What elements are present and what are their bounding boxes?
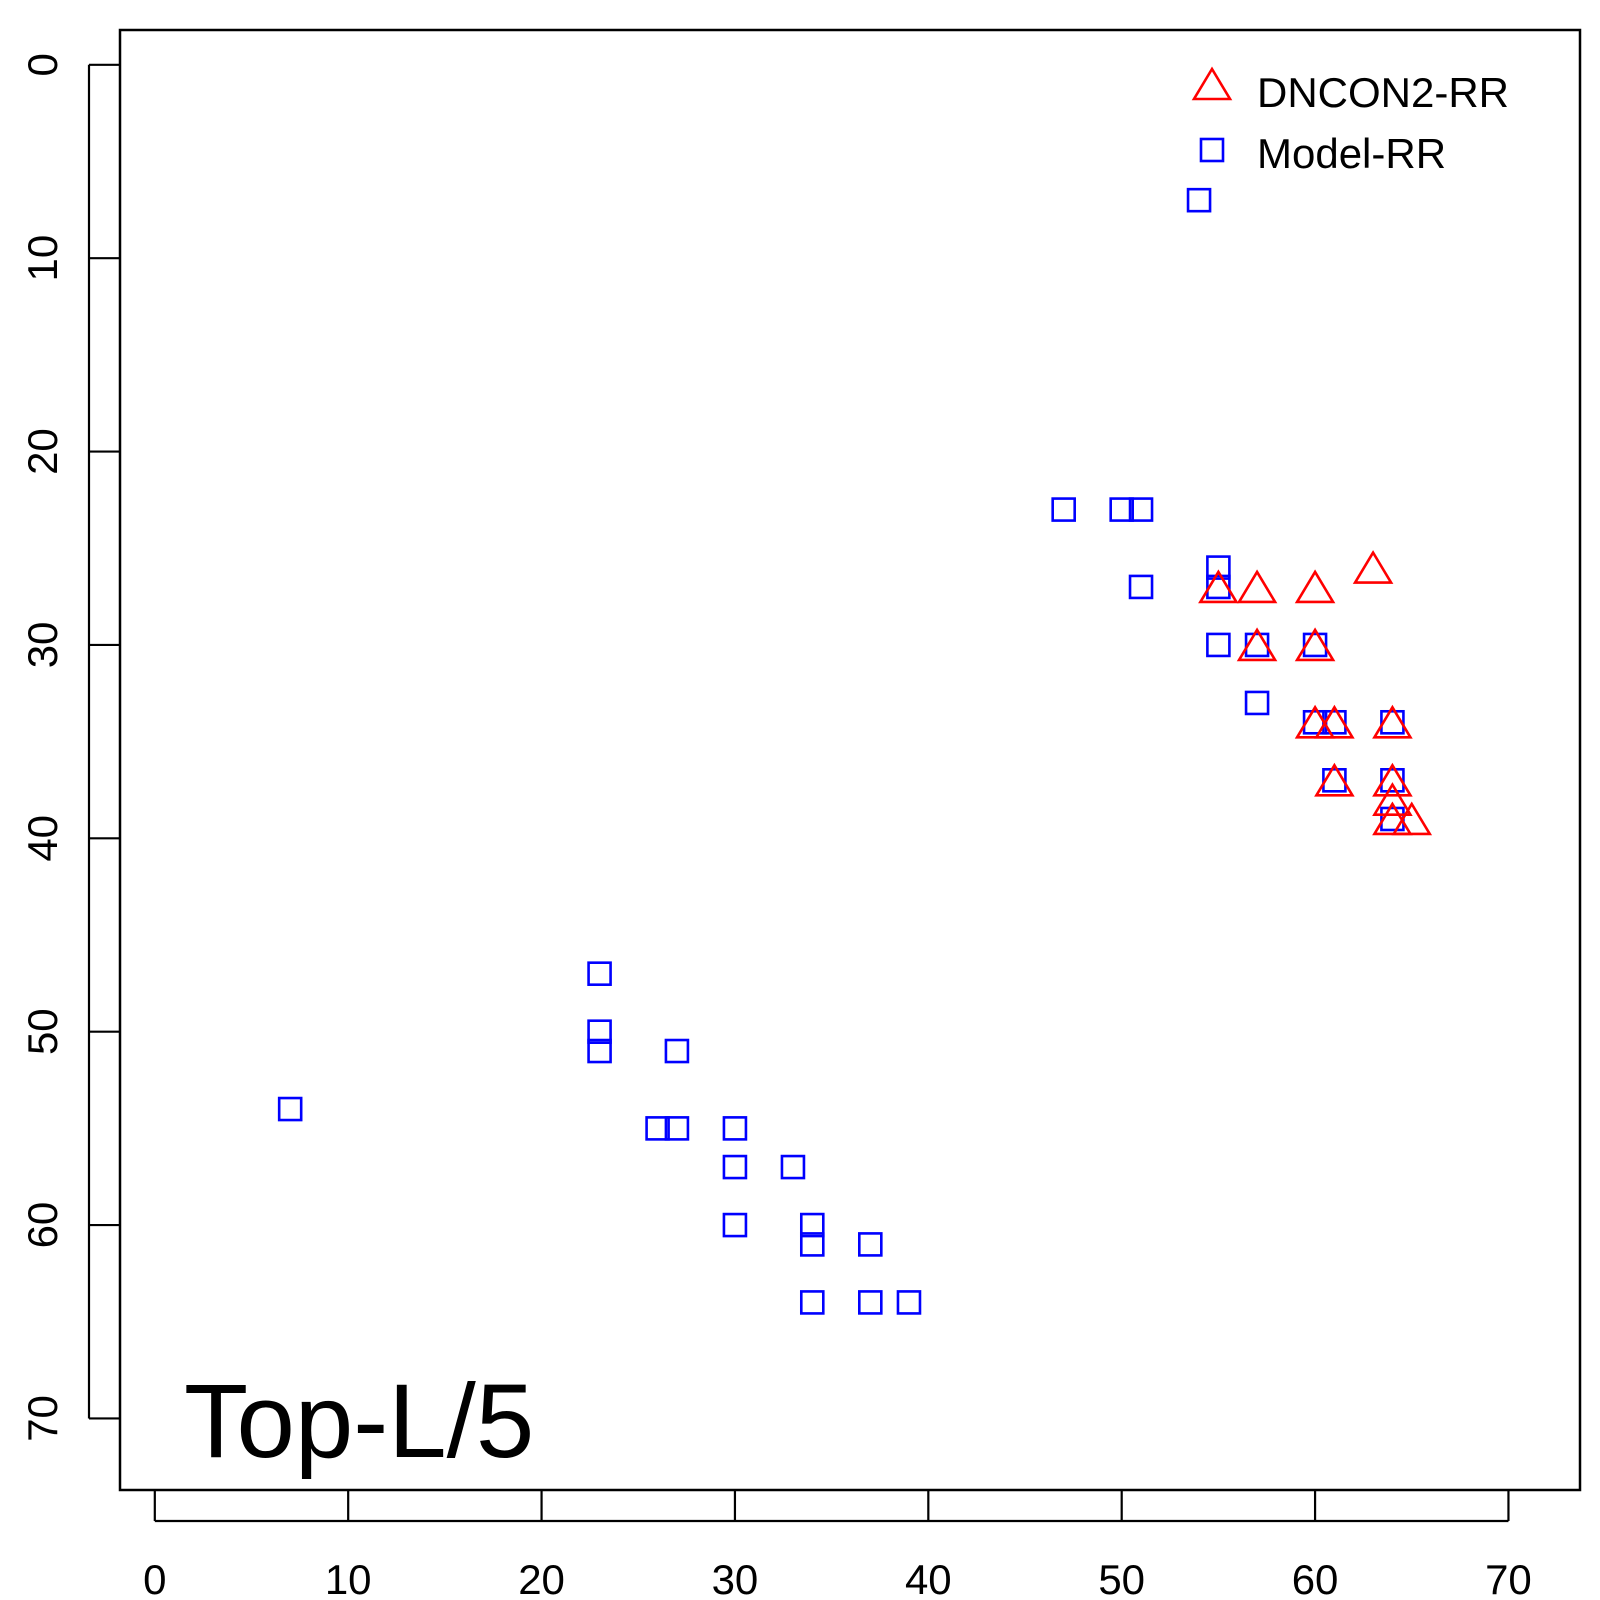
model-rr-point-28 (799, 1212, 825, 1238)
model-rr-point-22 (645, 1116, 670, 1141)
dncon2-rr-point-8 (1372, 704, 1413, 739)
model-rr-point-7 (1206, 632, 1231, 658)
x-tick-label-1: 10 (325, 1556, 372, 1600)
legend-label-model-rr: Model-RR (1257, 130, 1446, 177)
model-rr-point-17 (587, 961, 612, 986)
plot-frame (118, 28, 1582, 1492)
model-rr-point-21 (277, 1096, 303, 1122)
y-tick-label-0: 0 (19, 53, 66, 76)
dncon2-rr-point-3 (1294, 569, 1336, 604)
dncon2-rr-point-11 (1372, 782, 1413, 816)
legend-square-icon (1199, 137, 1225, 163)
data-points (277, 187, 1433, 1315)
dncon2-rr-point-2 (1236, 569, 1278, 604)
model-rr-point-20 (664, 1038, 690, 1064)
dncon2-rr-point-7 (1314, 704, 1355, 739)
model-rr-point-10 (1244, 690, 1270, 716)
dncon2-rr-point-1 (1198, 569, 1239, 604)
model-rr-point-33 (896, 1290, 922, 1315)
legend-label-dncon2-rr: DNCON2-RR (1257, 69, 1509, 116)
model-rr-point-3 (1128, 497, 1154, 522)
model-rr-point-4 (1206, 555, 1231, 580)
x-tick-label-0: 0 (143, 1556, 166, 1600)
y-tick-label-2: 20 (19, 428, 66, 475)
model-rr-point-19 (587, 1038, 612, 1064)
legend-triangle-icon (1191, 66, 1233, 101)
dncon2-rr-point-10 (1372, 762, 1413, 797)
dncon2-rr-point-13 (1391, 801, 1433, 836)
model-rr-point-31 (799, 1290, 825, 1315)
model-rr-point-6 (1128, 574, 1154, 600)
model-rr-point-24 (722, 1116, 748, 1141)
x-tick-label-7: 70 (1485, 1556, 1532, 1600)
x-tick-label-3: 30 (712, 1556, 759, 1600)
dncon2-rr-point-0 (1352, 550, 1394, 584)
legend: DNCON2-RR Model-RR (1191, 66, 1509, 177)
dncon2-rr-point-4 (1236, 627, 1278, 662)
model-rr-point-1 (1051, 497, 1076, 522)
panel-annotation: Top-L/5 (184, 1363, 534, 1480)
model-rr-point-18 (587, 1019, 612, 1044)
dncon2-rr-point-5 (1294, 627, 1336, 662)
model-rr-point-9 (1302, 632, 1328, 658)
model-rr-point-26 (780, 1154, 806, 1180)
model-rr-point-29 (799, 1232, 825, 1257)
x-tick-label-5: 50 (1098, 1556, 1145, 1600)
x-axis: 0 10 20 30 40 50 60 70 (143, 1490, 1532, 1600)
x-tick-label-6: 60 (1292, 1556, 1339, 1600)
model-rr-point-27 (722, 1212, 748, 1238)
y-tick-label-4: 40 (19, 815, 66, 862)
model-rr-point-0 (1186, 187, 1212, 213)
model-rr-point-23 (664, 1116, 690, 1141)
model-rr-point-2 (1109, 497, 1134, 522)
x-tick-label-4: 40 (905, 1556, 952, 1600)
y-tick-label-3: 30 (19, 622, 66, 669)
model-rr-point-5 (1206, 574, 1231, 600)
model-rr-point-13 (1380, 709, 1405, 735)
y-tick-label-1: 10 (19, 235, 66, 282)
x-tick-label-2: 20 (518, 1556, 565, 1600)
model-rr-point-30 (858, 1232, 883, 1257)
model-rr-point-32 (858, 1290, 883, 1315)
y-tick-label-7: 70 (19, 1395, 66, 1442)
y-tick-label-6: 60 (19, 1202, 66, 1249)
model-rr-point-15 (1380, 768, 1405, 793)
model-rr-point-25 (722, 1154, 748, 1180)
model-rr-point-14 (1322, 768, 1347, 793)
dncon2-rr-point-9 (1314, 762, 1355, 797)
model-rr-point-8 (1244, 632, 1270, 658)
y-axis: 0 10 20 30 40 50 60 70 (19, 53, 120, 1442)
y-tick-label-5: 50 (19, 1008, 66, 1055)
